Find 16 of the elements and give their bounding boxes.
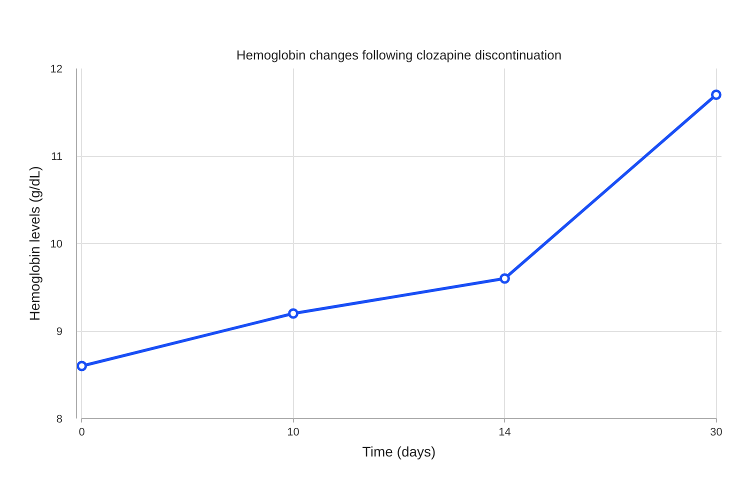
y-tick-label: 8 bbox=[56, 414, 63, 426]
x-tick-label: 10 bbox=[287, 426, 300, 438]
x-axis-title: Time (days) bbox=[362, 444, 436, 460]
point bbox=[499, 273, 510, 284]
x-tick-label: 0 bbox=[78, 426, 85, 438]
y-tick-label: 12 bbox=[50, 64, 63, 76]
y-tick-label: 10 bbox=[50, 238, 63, 250]
point bbox=[710, 90, 722, 100]
y-tick-label: 11 bbox=[51, 151, 63, 163]
chart-title: Hemoglobin changes following clozapine discontinuation bbox=[236, 48, 562, 62]
point bbox=[288, 308, 299, 319]
point bbox=[76, 360, 88, 372]
y-axis-title: Hemoglobin levels (g/dL) bbox=[26, 166, 42, 321]
x-tick-label: 14 bbox=[498, 426, 511, 438]
y-tick-label: 9 bbox=[56, 326, 63, 338]
x-tick-label: 30 bbox=[710, 426, 722, 438]
